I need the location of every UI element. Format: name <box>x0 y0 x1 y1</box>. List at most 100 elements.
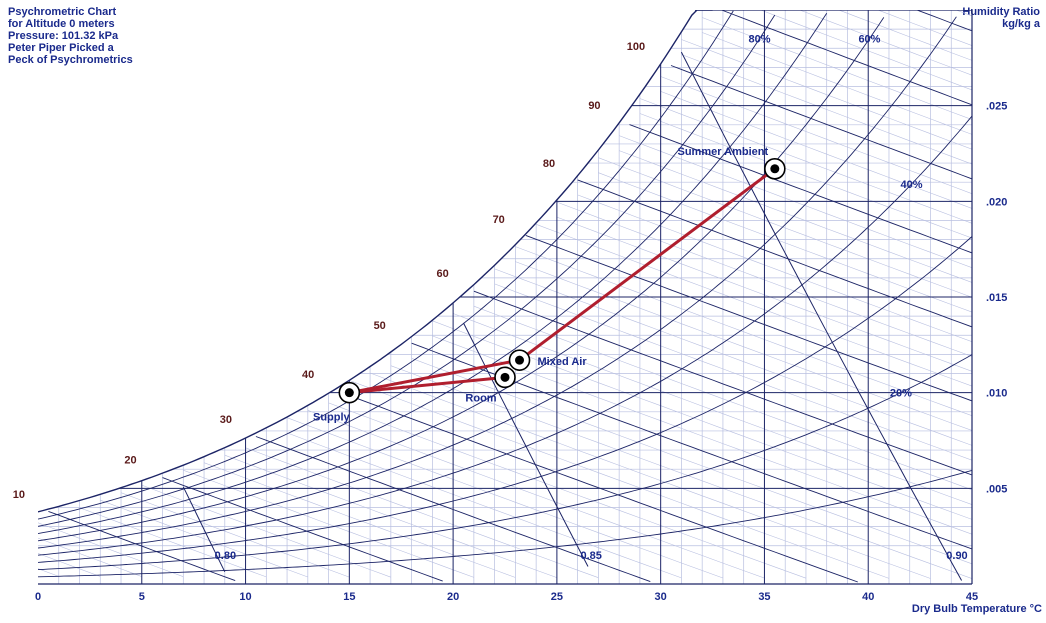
enthalpy-minor-line <box>411 358 972 565</box>
enthalpy-label: 30 <box>220 414 232 426</box>
enthalpy-minor-line <box>307 410 765 579</box>
state-point-label: Supply <box>313 412 351 424</box>
x-tick-label: 5 <box>139 591 145 603</box>
x-tick-label: 10 <box>239 591 251 603</box>
enthalpy-major-line <box>411 342 972 550</box>
enthalpy-minor-line <box>473 305 972 491</box>
chart-title-line: Pressure: 101.32 kPa <box>8 30 119 42</box>
enthalpy-minor-line <box>681 54 972 165</box>
volume-label: 0.85 <box>580 550 601 562</box>
x-tick-label: 45 <box>966 591 978 603</box>
enthalpy-minor-line <box>390 365 972 579</box>
enthalpy-label: 10 <box>13 489 25 501</box>
rh-label: 40% <box>900 179 922 191</box>
enthalpy-label: 90 <box>588 100 600 112</box>
enthalpy-label: 50 <box>374 320 386 332</box>
x-tick-label: 15 <box>343 591 355 603</box>
x-axis-title: Dry Bulb Temperature °C <box>911 603 1042 615</box>
enthalpy-minor-line <box>619 135 972 269</box>
state-point-label: Mixed Air <box>538 356 588 368</box>
enthalpy-minor-line <box>349 380 890 579</box>
enthalpy-minor-line <box>224 454 558 578</box>
enthalpy-minor-line <box>556 201 972 357</box>
enthalpy-major-line <box>473 290 972 476</box>
specific-volume-line <box>680 51 963 581</box>
state-point <box>500 372 510 382</box>
volume-label: 0.80 <box>215 550 236 562</box>
enthalpy-label: 70 <box>493 214 505 226</box>
process-line <box>518 167 776 362</box>
rh-label: 80% <box>749 34 771 46</box>
y-axis-title-line: Humidity Ratio <box>962 6 1040 18</box>
enthalpy-minor-line <box>639 113 972 239</box>
enthalpy-minor-line <box>759 10 972 91</box>
chart-title-line: Peck of Psychrometrics <box>8 54 133 66</box>
enthalpy-minor-line <box>38 537 142 577</box>
x-tick-label: 40 <box>862 591 874 603</box>
y-tick-label: .020 <box>986 196 1007 208</box>
chart-title-line: for Altitude 0 meters <box>8 18 115 30</box>
enthalpy-minor-line <box>286 432 682 579</box>
chart-title-line: Psychrometric Chart <box>8 6 117 18</box>
enthalpy-minor-line <box>798 10 972 76</box>
enthalpy-minor-line <box>38 522 184 577</box>
enthalpy-minor-line <box>38 553 101 577</box>
enthalpy-minor-line <box>619 150 972 283</box>
rh-curve-40 <box>38 115 972 556</box>
enthalpy-minor-line <box>837 10 972 61</box>
y-tick-label: .010 <box>986 388 1007 400</box>
enthalpy-major-line <box>629 124 972 254</box>
y-tick-label: .025 <box>986 101 1007 113</box>
enthalpy-minor-line <box>598 157 972 298</box>
enthalpy-minor-line <box>639 98 972 224</box>
x-tick-label: 0 <box>35 591 41 603</box>
enthalpy-major-line <box>255 436 651 583</box>
y-tick-label: .015 <box>986 292 1007 304</box>
enthalpy-minor-line <box>681 39 972 150</box>
x-tick-label: 25 <box>551 591 563 603</box>
volume-label: 0.90 <box>946 550 967 562</box>
enthalpy-major-line <box>525 234 972 402</box>
enthalpy-label: 60 <box>437 268 449 280</box>
saturation-curve <box>38 10 713 513</box>
state-point <box>770 164 780 174</box>
y-tick-label: .005 <box>986 483 1007 495</box>
chart-title-line: Peter Piper Picked a <box>8 42 114 54</box>
enthalpy-minor-line <box>556 216 972 372</box>
x-tick-label: 30 <box>655 591 667 603</box>
enthalpy-major-line <box>162 477 443 582</box>
state-point-label: Room <box>465 392 496 404</box>
enthalpy-minor-line <box>328 402 807 579</box>
enthalpy-minor-line <box>432 335 972 535</box>
enthalpy-minor-line <box>764 0 1046 11</box>
enthalpy-major-line <box>577 179 972 328</box>
enthalpy-minor-line <box>877 10 972 46</box>
x-tick-label: 20 <box>447 591 459 603</box>
enthalpy-major-line <box>670 65 972 180</box>
rh-curve-70 <box>38 12 828 535</box>
enthalpy-minor-line <box>79 507 267 578</box>
enthalpy-minor-line <box>100 499 308 578</box>
rh-curve-30 <box>38 236 972 563</box>
rh-curve-60 <box>38 17 885 542</box>
enthalpy-minor-line <box>432 320 972 520</box>
enthalpy-major-line <box>720 10 972 106</box>
rh-label: 60% <box>858 34 880 46</box>
enthalpy-minor-line <box>203 462 516 578</box>
enthalpy-minor-line <box>515 246 972 417</box>
enthalpy-major-line <box>48 510 236 582</box>
enthalpy-minor-line <box>38 568 59 577</box>
enthalpy-label: 100 <box>627 41 645 53</box>
specific-volume-line <box>463 322 589 567</box>
enthalpy-label: 20 <box>124 454 136 466</box>
enthalpy-minor-line <box>515 261 972 431</box>
enthalpy-minor-line <box>955 10 972 17</box>
process-line <box>349 358 520 395</box>
enthalpy-minor-line <box>369 372 931 579</box>
enthalpy-minor-line <box>598 172 972 313</box>
y-axis-title-line: kg/kg a <box>1002 18 1040 30</box>
enthalpy-label: 80 <box>543 158 555 170</box>
state-point-label: Summer Ambient <box>677 146 768 158</box>
y-axis-title: Humidity Ratio kg/kg a <box>962 6 1040 30</box>
